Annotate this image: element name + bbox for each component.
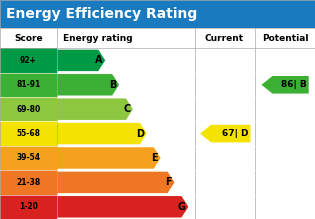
Polygon shape: [57, 50, 105, 71]
Text: D: D: [136, 129, 144, 139]
Polygon shape: [57, 123, 147, 144]
Text: G: G: [178, 202, 186, 212]
Text: B: B: [109, 80, 117, 90]
Polygon shape: [261, 76, 309, 94]
Text: 81-91: 81-91: [16, 80, 40, 89]
Text: Energy Efficiency Rating: Energy Efficiency Rating: [6, 7, 198, 21]
Polygon shape: [57, 74, 119, 95]
Bar: [0, 28, 315, 48]
Text: 86| B: 86| B: [281, 80, 307, 89]
Polygon shape: [57, 147, 161, 169]
Text: 1-20: 1-20: [19, 202, 38, 211]
Bar: [0, 195, 57, 219]
Text: 67| D: 67| D: [222, 129, 249, 138]
Bar: [0, 121, 57, 146]
Polygon shape: [57, 172, 175, 193]
Bar: [0, 48, 57, 72]
Bar: [0, 170, 57, 195]
Text: 21-38: 21-38: [16, 178, 40, 187]
Text: Potential: Potential: [262, 34, 308, 43]
Polygon shape: [57, 99, 133, 120]
Polygon shape: [200, 125, 250, 142]
Polygon shape: [57, 196, 188, 217]
Text: 55-68: 55-68: [16, 129, 40, 138]
Text: 92+: 92+: [20, 56, 37, 65]
Text: F: F: [165, 177, 172, 187]
Text: Score: Score: [14, 34, 43, 43]
Text: E: E: [152, 153, 158, 163]
Bar: [0, 146, 57, 170]
Bar: [0, 0, 315, 28]
Text: A: A: [95, 55, 103, 65]
Text: Current: Current: [204, 34, 243, 43]
Text: 69-80: 69-80: [16, 105, 40, 114]
Bar: [0, 72, 57, 97]
Bar: [0, 97, 57, 121]
Text: Energy rating: Energy rating: [63, 34, 133, 43]
Text: C: C: [123, 104, 130, 114]
Text: 39-54: 39-54: [16, 154, 40, 162]
